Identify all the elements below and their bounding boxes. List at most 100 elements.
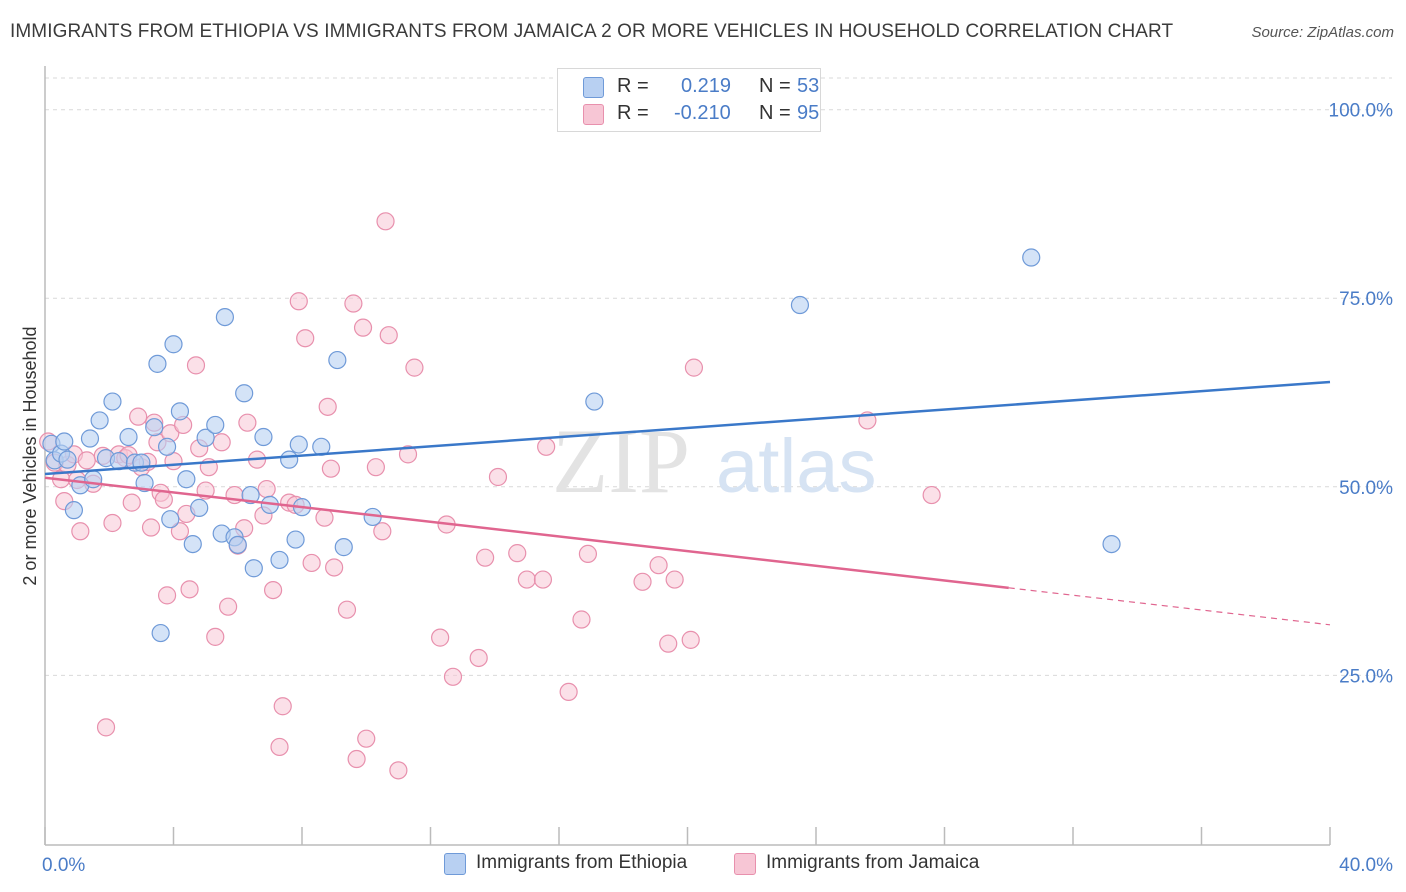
- ethiopia-point: [790, 295, 810, 315]
- y-tick-label: 50.0%: [1339, 478, 1393, 499]
- ethiopia-point: [328, 350, 347, 370]
- ethiopia-point: [157, 437, 177, 456]
- jamaica-point: [273, 697, 292, 716]
- jamaica-point: [154, 490, 173, 509]
- ethiopia-trend-line: [44, 380, 1331, 476]
- ethiopia-legend-label: Immigrants from Ethiopia: [476, 852, 688, 873]
- x-tick-label: 40.0%: [1339, 855, 1393, 876]
- jamaica-point: [270, 737, 289, 757]
- jamaica-r-label: R =: [617, 102, 649, 124]
- x-tick-label: 0.0%: [42, 855, 85, 876]
- jamaica-point: [508, 544, 527, 563]
- ethiopia-point: [119, 427, 138, 447]
- watermark-zip: ZIP: [552, 410, 690, 512]
- jamaica-point: [469, 648, 488, 668]
- jamaica-point: [296, 329, 315, 348]
- ethiopia-r-label: R =: [617, 75, 649, 97]
- ethiopia-n-label: N =: [759, 75, 791, 97]
- ethiopia-point: [103, 392, 122, 411]
- jamaica-point: [405, 358, 424, 377]
- jamaica-trend-line: [44, 476, 1009, 590]
- jamaica-point: [186, 356, 206, 375]
- jamaica-point: [476, 548, 495, 567]
- jamaica-point: [96, 718, 116, 737]
- ethiopia-point: [84, 470, 103, 489]
- jamaica-point: [212, 433, 231, 452]
- watermark: ZIP atlas: [552, 410, 877, 512]
- ethiopia-point: [280, 450, 299, 469]
- jamaica-point: [379, 326, 398, 345]
- ethiopia-point: [90, 411, 109, 430]
- jamaica-trend-extension: [1008, 587, 1331, 626]
- jamaica-point: [129, 407, 148, 426]
- ethiopia-r-value: 0.219: [681, 75, 732, 97]
- ethiopia-point: [286, 530, 305, 549]
- jamaica-n-value: 95: [797, 102, 820, 124]
- jamaica-point: [398, 445, 418, 464]
- jamaica-point: [684, 358, 704, 377]
- jamaica-point: [366, 458, 385, 477]
- jamaica-point: [263, 580, 283, 600]
- ethiopia-point: [1102, 534, 1121, 554]
- jamaica-point: [71, 522, 90, 541]
- ethiopia-point: [58, 450, 77, 469]
- ethiopia-point: [170, 402, 190, 421]
- ethiopia-point: [244, 559, 263, 578]
- jamaica-point: [572, 610, 591, 629]
- jamaica-point: [103, 513, 122, 533]
- ethiopia-point: [228, 535, 247, 554]
- y-tick-label: 25.0%: [1339, 666, 1393, 687]
- ethiopia-swatch: [583, 77, 604, 98]
- jamaica-point: [141, 518, 161, 537]
- ethiopia-point: [164, 335, 183, 354]
- ethiopia-point: [151, 623, 170, 643]
- ethiopia-point: [270, 550, 289, 570]
- jamaica-n-label: N =: [759, 102, 791, 124]
- watermark-atlas: atlas: [716, 424, 877, 509]
- ethiopia-point: [161, 510, 180, 529]
- ethiopia-point: [190, 498, 209, 517]
- ethiopia-point: [585, 392, 604, 411]
- jamaica-point: [337, 600, 357, 619]
- jamaica-point: [325, 558, 344, 577]
- jamaica-legend-label: Immigrants from Jamaica: [766, 852, 980, 873]
- stats-legend: R = 0.219 N = 53 R = -0.210 N = 95: [557, 68, 821, 132]
- jamaica-point: [122, 493, 141, 512]
- tick-labels: 25.0% 50.0% 75.0% 100.0% 0.0% 40.0%: [42, 101, 1393, 876]
- ethiopia-point: [64, 501, 84, 520]
- jamaica-point: [665, 570, 684, 589]
- ethiopia-n-value: 53: [797, 75, 820, 97]
- ethiopia-point: [80, 429, 100, 448]
- jamaica-point: [315, 508, 334, 527]
- jamaica-r-value: -0.210: [674, 102, 731, 124]
- jamaica-point: [537, 437, 556, 456]
- jamaica-point: [257, 479, 276, 499]
- jamaica-point: [180, 580, 199, 599]
- jamaica-point: [353, 318, 373, 337]
- jamaica-point: [431, 628, 450, 647]
- jamaica-point: [681, 630, 700, 649]
- jamaica-point: [157, 586, 177, 605]
- axes: [44, 66, 1331, 846]
- jamaica-point: [488, 467, 508, 487]
- source-label: Source: ZipAtlas.com: [1251, 24, 1394, 41]
- ethiopia-point: [145, 418, 164, 437]
- ethiopia-points: [42, 248, 1121, 643]
- jamaica-point: [344, 294, 363, 313]
- jamaica-point: [389, 761, 408, 780]
- jamaica-point: [206, 627, 225, 646]
- jamaica-point: [559, 682, 578, 702]
- jamaica-point: [922, 485, 941, 505]
- jamaica-legend-swatch: [734, 853, 756, 875]
- y-tick-label: 75.0%: [1339, 289, 1393, 310]
- ethiopia-legend-swatch: [444, 853, 466, 875]
- trend-lines: [44, 380, 1331, 626]
- ethiopia-point: [183, 534, 202, 554]
- jamaica-point: [289, 292, 308, 311]
- ethiopia-point: [135, 473, 154, 493]
- jamaica-point: [347, 749, 366, 769]
- jamaica-swatch: [583, 104, 604, 125]
- ethiopia-point: [241, 485, 260, 505]
- ethiopia-point: [254, 427, 273, 447]
- ethiopia-point: [1022, 248, 1041, 267]
